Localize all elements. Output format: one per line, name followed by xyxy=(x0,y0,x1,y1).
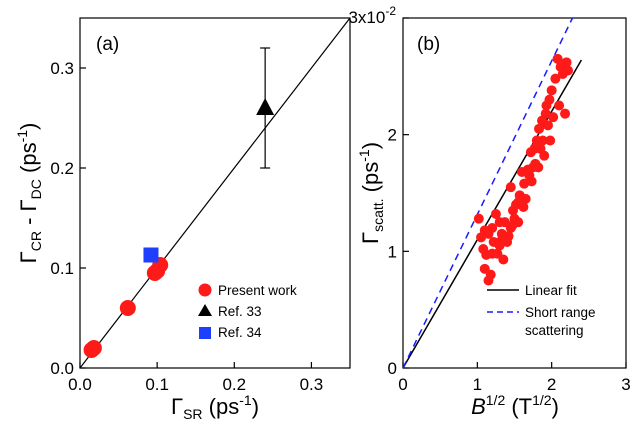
panel-a-x-axis: 0.0 0.1 0.2 0.3 xyxy=(68,362,323,394)
data-point-ref33 xyxy=(256,98,275,115)
data-point xyxy=(560,108,571,119)
panel-b-y-axis-title: Γscatt. (ps-1) xyxy=(356,142,386,244)
legend-label-short-range-2: scattering xyxy=(525,323,584,338)
data-point xyxy=(550,73,561,84)
legend-marker-present-work xyxy=(198,283,212,297)
data-point xyxy=(513,197,524,208)
data-point xyxy=(534,123,545,134)
panel-b-x-axis-title: B1/2 (T1/2) xyxy=(471,392,559,419)
panel-b-x-tick-label: 1 xyxy=(473,375,482,394)
legend-label-ref33: Ref. 33 xyxy=(218,304,262,319)
data-point xyxy=(545,135,556,146)
data-point xyxy=(526,176,537,187)
data-point xyxy=(498,254,509,265)
data-point xyxy=(542,120,553,131)
panel-a-x-tick-label: 0.3 xyxy=(300,375,324,394)
data-point xyxy=(552,53,563,64)
panel-a: (a) 0.0 0.1 0.2 0.3 0.0 0.1 0.2 0.3 Present wo… xyxy=(14,17,351,422)
data-point xyxy=(505,223,516,233)
legend-label-present-work: Present work xyxy=(218,283,297,298)
data-point xyxy=(563,65,574,76)
panel-b-x-tick-label: 2 xyxy=(547,375,556,394)
panel-a-y-tick-label: 0.3 xyxy=(50,59,74,78)
data-point xyxy=(490,209,501,219)
data-point xyxy=(539,150,550,161)
panel-a-legend: Present work Ref. 33 Ref. 34 xyxy=(198,283,297,340)
data-point xyxy=(548,112,559,123)
panel-a-y-axis-title: ΓCR - ΓDC (ps-1) xyxy=(14,123,44,264)
panel-b-x-tick-label: 3 xyxy=(621,375,630,394)
panel-b-x-axis: 0 1 2 3 xyxy=(398,362,631,394)
panel-b-y-tick-label: 2 xyxy=(388,126,397,145)
panel-b-y-tick-label-top: 3x10-2 xyxy=(348,4,396,27)
legend-marker-ref33 xyxy=(198,304,212,316)
panel-a-y-axis: 0.0 0.1 0.2 0.3 xyxy=(50,59,86,378)
data-point xyxy=(487,223,498,233)
panel-a-x-tick-label: 0.0 xyxy=(68,375,92,394)
legend-marker-ref34 xyxy=(199,327,211,339)
data-point xyxy=(520,193,531,204)
data-point-ref34 xyxy=(143,247,159,263)
data-point xyxy=(513,217,524,228)
legend-label-linear-fit: Linear fit xyxy=(525,283,577,298)
data-point xyxy=(546,85,557,96)
data-point xyxy=(561,57,572,68)
panel-a-y-tick-label: 0.2 xyxy=(50,159,74,178)
panel-a-x-axis-title: ΓSR (ps-1) xyxy=(171,392,259,422)
short-range-scattering-line xyxy=(402,17,574,369)
panel-a-x-tick-label: 0.1 xyxy=(145,375,169,394)
panel-b-plot-frame xyxy=(402,17,627,369)
panel-b-points xyxy=(473,53,574,286)
data-point xyxy=(544,94,555,105)
data-point xyxy=(533,162,544,173)
panel-a-x-tick-label: 0.2 xyxy=(222,375,246,394)
panel-b-label: (b) xyxy=(417,34,440,55)
data-point xyxy=(473,213,484,224)
panel-b-x-tick-label: 0 xyxy=(398,375,407,394)
panel-a-identity-line xyxy=(79,17,351,369)
panel-a-y-tick-label: 0.1 xyxy=(50,259,74,278)
data-point xyxy=(540,108,551,119)
panel-b-legend: Linear fit Short range scattering xyxy=(487,283,596,338)
legend-label-short-range-1: Short range xyxy=(525,305,596,320)
panel-a-y-tick-label: 0.0 xyxy=(50,359,74,378)
panel-b-y-tick-label: 1 xyxy=(388,242,397,261)
data-point xyxy=(479,263,490,274)
data-point xyxy=(505,182,516,193)
data-point-present-work xyxy=(119,300,136,316)
panel-b: (b) 0 1 2 3 0 1 2 3x10-2 Linear fit Short ran… xyxy=(348,4,630,419)
data-point xyxy=(494,240,505,251)
data-point-present-work xyxy=(85,340,102,356)
panel-a-points xyxy=(83,98,275,358)
data-point xyxy=(537,135,548,146)
panel-b-y-tick-label: 0 xyxy=(388,359,397,378)
panel-a-plot-frame xyxy=(79,17,351,369)
data-point xyxy=(503,231,514,242)
data-point xyxy=(487,248,498,259)
panel-a-label: (a) xyxy=(96,34,119,55)
panel-b-y-axis: 0 1 2 xyxy=(388,17,409,378)
legend-label-ref34: Ref. 34 xyxy=(218,325,262,340)
data-point xyxy=(554,100,565,111)
